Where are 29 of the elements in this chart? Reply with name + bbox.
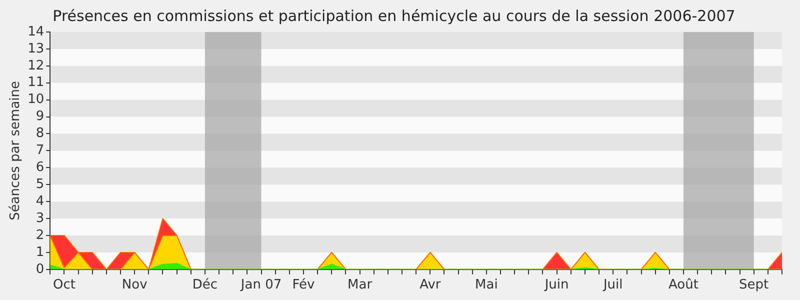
x-tick-label: Fév xyxy=(292,278,316,293)
y-axis-title: Séances par semaine xyxy=(8,80,24,220)
y-tick-label: 1 xyxy=(36,244,44,260)
y-tick-label: 5 xyxy=(36,176,44,192)
chart-title: Présences en commissions et participation en hémicycle au cours de la session 2006-2007 xyxy=(52,6,736,25)
y-tick-label: 10 xyxy=(28,92,44,108)
y-tick-label: 9 xyxy=(36,109,44,124)
y-tick-label: 13 xyxy=(28,41,44,56)
y-tick-label: 7 xyxy=(36,143,44,158)
y-tick-label: 6 xyxy=(36,160,44,176)
x-tick-label: Oct xyxy=(52,278,76,293)
x-tick-label: Juil xyxy=(602,278,623,293)
x-tick-label: Mai xyxy=(475,278,498,293)
x-tick-label: Avr xyxy=(420,278,442,293)
y-tick-label: 14 xyxy=(28,24,44,40)
y-tick-label: 11 xyxy=(28,75,44,90)
y-tick-label: 12 xyxy=(28,58,44,74)
y-tick-label: 3 xyxy=(36,210,44,226)
x-tick-label: Jan 07 xyxy=(240,278,282,293)
y-tick-label: 0 xyxy=(36,262,44,277)
x-tick-label: Déc xyxy=(192,278,218,293)
x-tick-label: Nov xyxy=(122,278,148,293)
y-tick-label: 4 xyxy=(36,194,44,209)
x-tick-label: Mar xyxy=(348,278,373,293)
x-tick-label: Août xyxy=(668,278,698,293)
y-tick-label: 8 xyxy=(36,126,44,142)
y-tick-label: 2 xyxy=(36,228,44,243)
x-tick-label: Juin xyxy=(544,278,569,293)
x-tick-label: Sept xyxy=(739,278,769,293)
